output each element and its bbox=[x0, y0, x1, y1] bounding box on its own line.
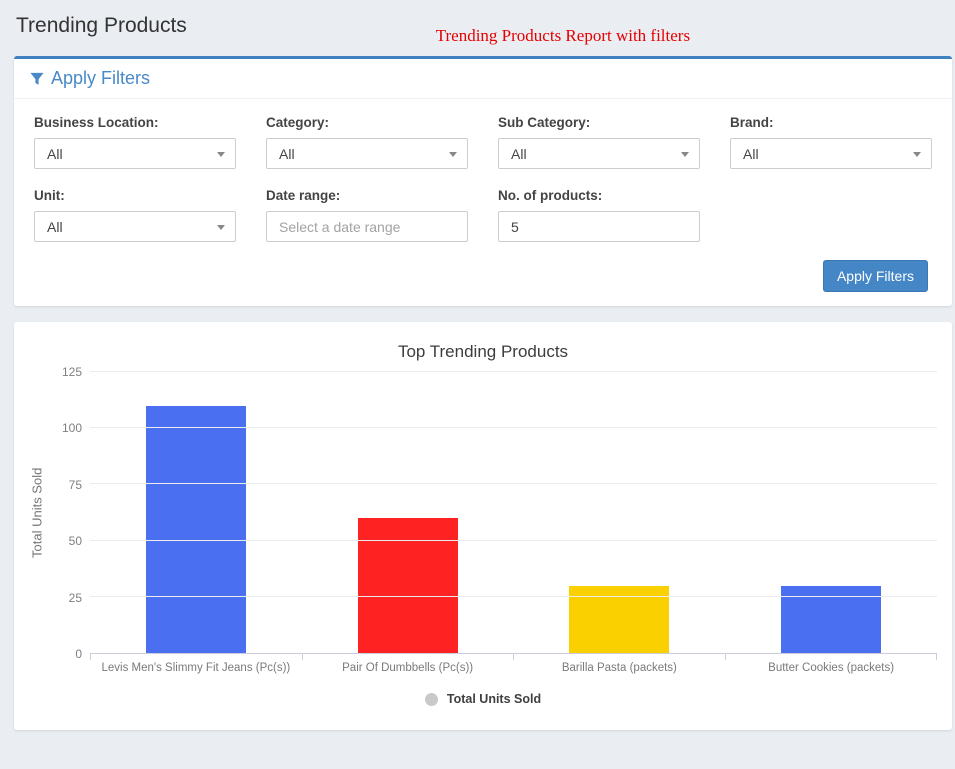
sub-category-label: Sub Category: bbox=[498, 115, 591, 130]
brand-label: Brand: bbox=[730, 115, 774, 130]
bar-column bbox=[302, 372, 514, 653]
field-business-location: Business Location: All bbox=[34, 115, 236, 169]
bar-2[interactable] bbox=[357, 518, 458, 653]
x-axis-ticks bbox=[90, 654, 937, 660]
filter-icon bbox=[30, 72, 44, 86]
x-axis-label: Pair Of Dumbbells (Pc(s)) bbox=[342, 662, 474, 674]
no-of-products-input[interactable] bbox=[498, 211, 700, 242]
field-sub-category: Sub Category: All bbox=[498, 115, 700, 169]
x-axis-label: Butter Cookies (packets) bbox=[768, 662, 895, 674]
chart-title: Top Trending Products bbox=[397, 342, 569, 361]
chevron-down-icon bbox=[449, 151, 457, 157]
gridline bbox=[90, 483, 937, 485]
x-axis-labels: Levis Men's Slimmy Fit Jeans (Pc(s)) Pair… bbox=[90, 662, 937, 674]
filter-fields: Business Location: All Category: All Sub… bbox=[14, 99, 952, 246]
apply-filters-toggle[interactable]: Apply Filters bbox=[14, 59, 952, 99]
bar-column bbox=[514, 372, 726, 653]
bar-chart: Total Units Sold 0 25 50 75 100 125 Levis Men… bbox=[14, 365, 952, 674]
chart-panel: Top Trending Products Total Units Sold 0… bbox=[14, 322, 952, 730]
business-location-value: All bbox=[47, 145, 63, 162]
brand-select[interactable]: All bbox=[730, 138, 932, 169]
brand-value: All bbox=[743, 145, 759, 162]
x-tick bbox=[301, 654, 514, 660]
page-title: Trending Products bbox=[16, 14, 187, 37]
bar-1[interactable] bbox=[145, 405, 246, 653]
plot-area bbox=[90, 371, 937, 654]
legend-marker-icon bbox=[424, 692, 438, 706]
y-tick-label: 0 bbox=[75, 647, 82, 661]
unit-value: All bbox=[47, 218, 63, 235]
no-of-products-label: No. of products: bbox=[498, 188, 603, 203]
filter-actions: Apply Filters bbox=[14, 246, 952, 306]
bars-row bbox=[90, 372, 937, 653]
sub-category-value: All bbox=[511, 145, 527, 162]
gridline bbox=[90, 595, 937, 597]
field-brand: Brand: All bbox=[730, 115, 932, 169]
field-category: Category: All bbox=[266, 115, 468, 169]
chart-legend[interactable]: Total Units Sold bbox=[14, 692, 952, 706]
chevron-down-icon bbox=[217, 224, 225, 230]
field-no-of-products: No. of products: bbox=[498, 188, 700, 242]
business-location-select[interactable]: All bbox=[34, 138, 236, 169]
filters-panel: Apply Filters Business Location: All Cat… bbox=[14, 56, 952, 306]
y-tick-label: 75 bbox=[68, 477, 82, 492]
category-value: All bbox=[279, 145, 295, 162]
gridline bbox=[90, 539, 937, 541]
business-location-label: Business Location: bbox=[34, 115, 159, 130]
chevron-down-icon bbox=[681, 151, 689, 157]
y-tick-label: 25 bbox=[68, 590, 82, 605]
report-annotation: Trending Products Report with filters bbox=[435, 26, 691, 45]
y-axis-title: Total Units Sold bbox=[29, 467, 45, 559]
x-tick bbox=[513, 654, 725, 660]
gridline bbox=[90, 371, 937, 372]
field-unit: Unit: All bbox=[34, 188, 236, 242]
unit-label: Unit: bbox=[34, 188, 65, 203]
date-range-label: Date range: bbox=[266, 188, 341, 203]
x-axis-label: Barilla Pasta (packets) bbox=[561, 662, 677, 674]
x-axis-label: Levis Men's Slimmy Fit Jeans (Pc(s)) bbox=[101, 662, 291, 674]
empty-cell bbox=[730, 188, 932, 242]
bar-column bbox=[90, 372, 302, 653]
plot-column: Levis Men's Slimmy Fit Jeans (Pc(s)) Pair… bbox=[90, 371, 937, 674]
bar-column bbox=[725, 372, 937, 653]
page-header: Trending Products Trending Products Repo… bbox=[0, 0, 955, 56]
chevron-down-icon bbox=[217, 151, 225, 157]
gridline bbox=[90, 427, 937, 429]
x-tick bbox=[724, 654, 937, 660]
category-label: Category: bbox=[266, 115, 330, 130]
y-tick-label: 100 bbox=[61, 421, 82, 436]
y-tick-label: 125 bbox=[61, 365, 82, 379]
y-axis-ticks: 0 25 50 75 100 125 bbox=[48, 365, 90, 661]
apply-filters-title: Apply Filters bbox=[51, 68, 151, 88]
y-tick-label: 50 bbox=[68, 534, 82, 549]
date-range-input[interactable] bbox=[266, 211, 468, 242]
unit-select[interactable]: All bbox=[34, 211, 236, 242]
legend-label: Total Units Sold bbox=[446, 692, 542, 706]
chevron-down-icon bbox=[913, 151, 921, 157]
field-date-range: Date range: bbox=[266, 188, 468, 242]
category-select[interactable]: All bbox=[266, 138, 468, 169]
sub-category-select[interactable]: All bbox=[498, 138, 700, 169]
x-tick bbox=[90, 654, 302, 660]
apply-filters-button[interactable]: Apply Filters bbox=[822, 260, 928, 292]
